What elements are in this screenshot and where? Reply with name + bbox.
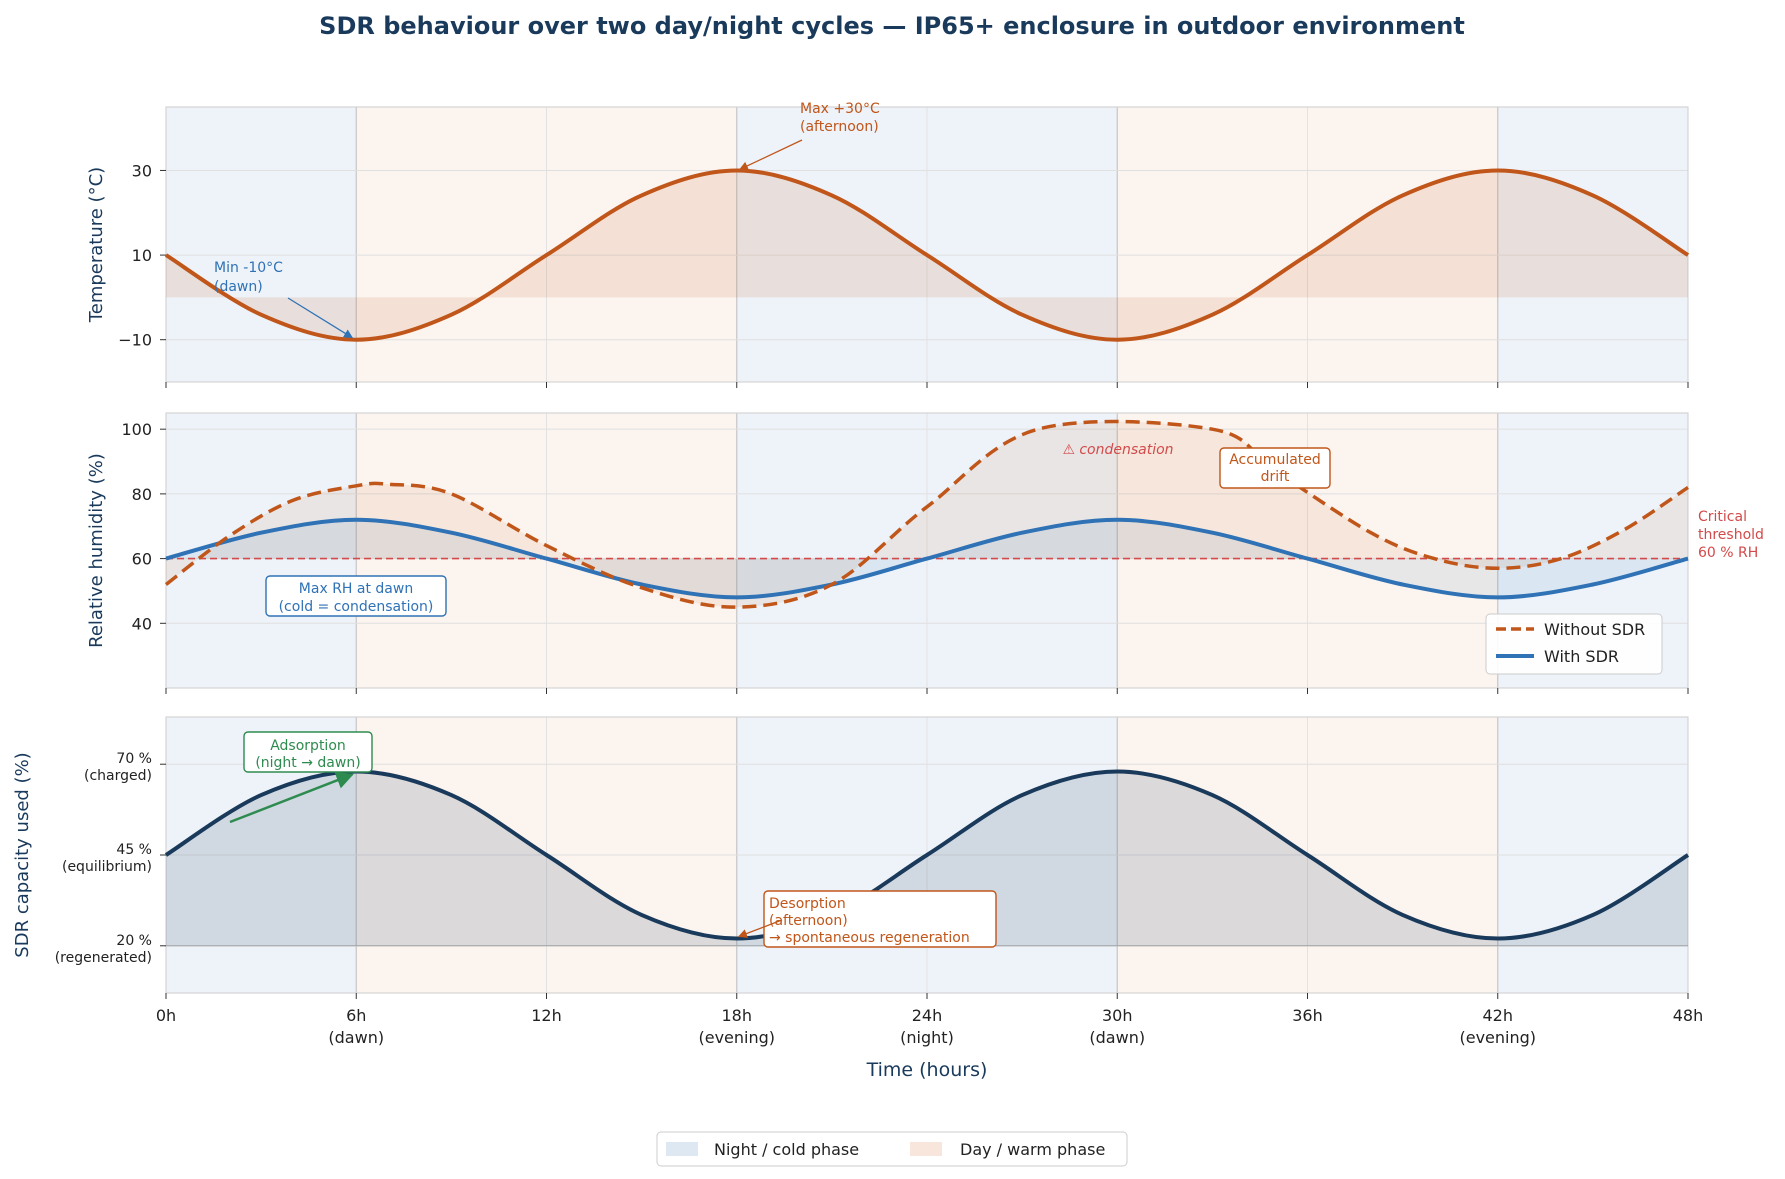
annotation-drift-line1: Accumulated <box>1229 452 1321 468</box>
legend-with-sdr-label: With SDR <box>1544 647 1619 666</box>
series-legend: Without SDR With SDR <box>1485 613 1663 675</box>
y-tick-label-note: (equilibrium) <box>62 859 152 875</box>
panel-1: 30 10 −10 Temperature (°C) Min -10°C (dawn) Ma… <box>86 101 1690 388</box>
y-axis-label: Temperature (°C) <box>86 167 107 323</box>
y-axis-label: SDR capacity used (%) <box>12 752 33 957</box>
legend-without-sdr-label: Without SDR <box>1544 620 1645 639</box>
legend-day-swatch <box>910 1142 942 1156</box>
phase-band-night <box>166 107 357 382</box>
threshold-label: Critical <box>1698 509 1747 525</box>
x-tick-label: 12h <box>531 1006 562 1025</box>
threshold-label: 60 % RH <box>1698 545 1758 561</box>
annotation-condensation: ⚠ condensation <box>1062 442 1173 458</box>
y-axis-label: Relative humidity (%) <box>86 453 107 648</box>
annotation-desorption-arrow <box>737 919 783 938</box>
x-tick-note: (dawn) <box>1089 1028 1145 1047</box>
x-tick-note: (evening) <box>1459 1028 1536 1047</box>
legend-night-swatch <box>666 1142 698 1156</box>
x-tick-label: 42h <box>1483 1006 1514 1025</box>
annotation-max-temp-line1: Max +30°C <box>800 101 880 117</box>
y-tick-label: 70 % <box>116 751 152 767</box>
y-tick-label: −10 <box>118 331 152 350</box>
legend-day-label: Day / warm phase <box>960 1140 1105 1159</box>
x-axis-label: Time (hours) <box>866 1059 988 1081</box>
with-sdr-line <box>165 517 1689 600</box>
x-tick-note: (night) <box>900 1028 954 1047</box>
y-tick-label-note: (regenerated) <box>55 950 152 966</box>
y-tick-label: 80 <box>132 485 152 504</box>
annotation-max-temp-arrow <box>738 139 803 171</box>
annotation-desorption-line1: Desorption <box>769 896 846 912</box>
x-tick-label: 6h <box>346 1006 366 1025</box>
chart-title: SDR behaviour over two day/night cycles … <box>319 12 1465 40</box>
annotation-drift-box <box>1219 447 1331 489</box>
annotation-adsorption-box <box>243 731 373 773</box>
phase-legend: Night / cold phase Day / warm phase <box>656 1131 1128 1167</box>
x-tick-label: 48h <box>1673 1006 1704 1025</box>
y-tick-label: 10 <box>132 246 152 265</box>
annotation-desorption-line3: → spontaneous regeneration <box>769 930 970 946</box>
x-tick-note: (dawn) <box>328 1028 384 1047</box>
annotation-adsorption-line1: Adsorption <box>270 738 346 754</box>
annotation-min-temp-line2: (dawn) <box>214 279 263 295</box>
annotation-max-rh-line2: (cold = condensation) <box>279 599 434 615</box>
phase-legend-box <box>656 1131 1128 1167</box>
y-tick-label: 20 % <box>116 933 152 949</box>
annotation-adsorption-line2: (night → dawn) <box>255 755 360 771</box>
x-tick-label: 18h <box>722 1006 753 1025</box>
x-tick-label: 24h <box>912 1006 943 1025</box>
without-sdr-fill <box>166 421 1688 608</box>
sdr-capacity-line <box>164 769 1690 941</box>
annotation-desorption-box <box>763 890 997 948</box>
x-tick-label: 0h <box>156 1006 176 1025</box>
y-tick-label: 30 <box>132 161 152 180</box>
annotation-min-temp-arrow <box>287 297 354 339</box>
annotation-min-temp-line1: Min -10°C <box>214 260 283 276</box>
without-sdr-line <box>164 419 1689 609</box>
annotation-max-temp-line2: (afternoon) <box>800 119 879 135</box>
y-tick-label: 60 <box>132 550 152 569</box>
x-tick-label: 36h <box>1292 1006 1323 1025</box>
y-tick-label: 45 % <box>116 842 152 858</box>
annotation-desorption-line2: (afternoon) <box>769 913 848 929</box>
y-tick-label: 100 <box>121 420 152 439</box>
threshold-label: threshold <box>1698 527 1764 543</box>
y-tick-label: 40 <box>132 614 152 633</box>
sdr-capacity-fill <box>166 771 1688 946</box>
annotation-max-rh-box <box>265 575 447 617</box>
temperature-line <box>164 168 1690 342</box>
legend-night-label: Night / cold phase <box>714 1140 859 1159</box>
x-tick-label: 30h <box>1102 1006 1133 1025</box>
annotation-adsorption-arrow <box>229 772 354 824</box>
y-tick-label-note: (charged) <box>84 768 152 784</box>
x-tick-note: (evening) <box>698 1028 775 1047</box>
phase-band-night <box>1497 107 1688 382</box>
annotation-drift-line2: drift <box>1261 469 1290 485</box>
annotation-max-rh-line1: Max RH at dawn <box>299 581 413 597</box>
panel-3: 70 %(charged) 45 %(equilibrium) 20 %(regen… <box>12 716 1690 999</box>
panel-2: 100 80 60 40 Relative humidity (%) Critical th… <box>86 412 1764 694</box>
